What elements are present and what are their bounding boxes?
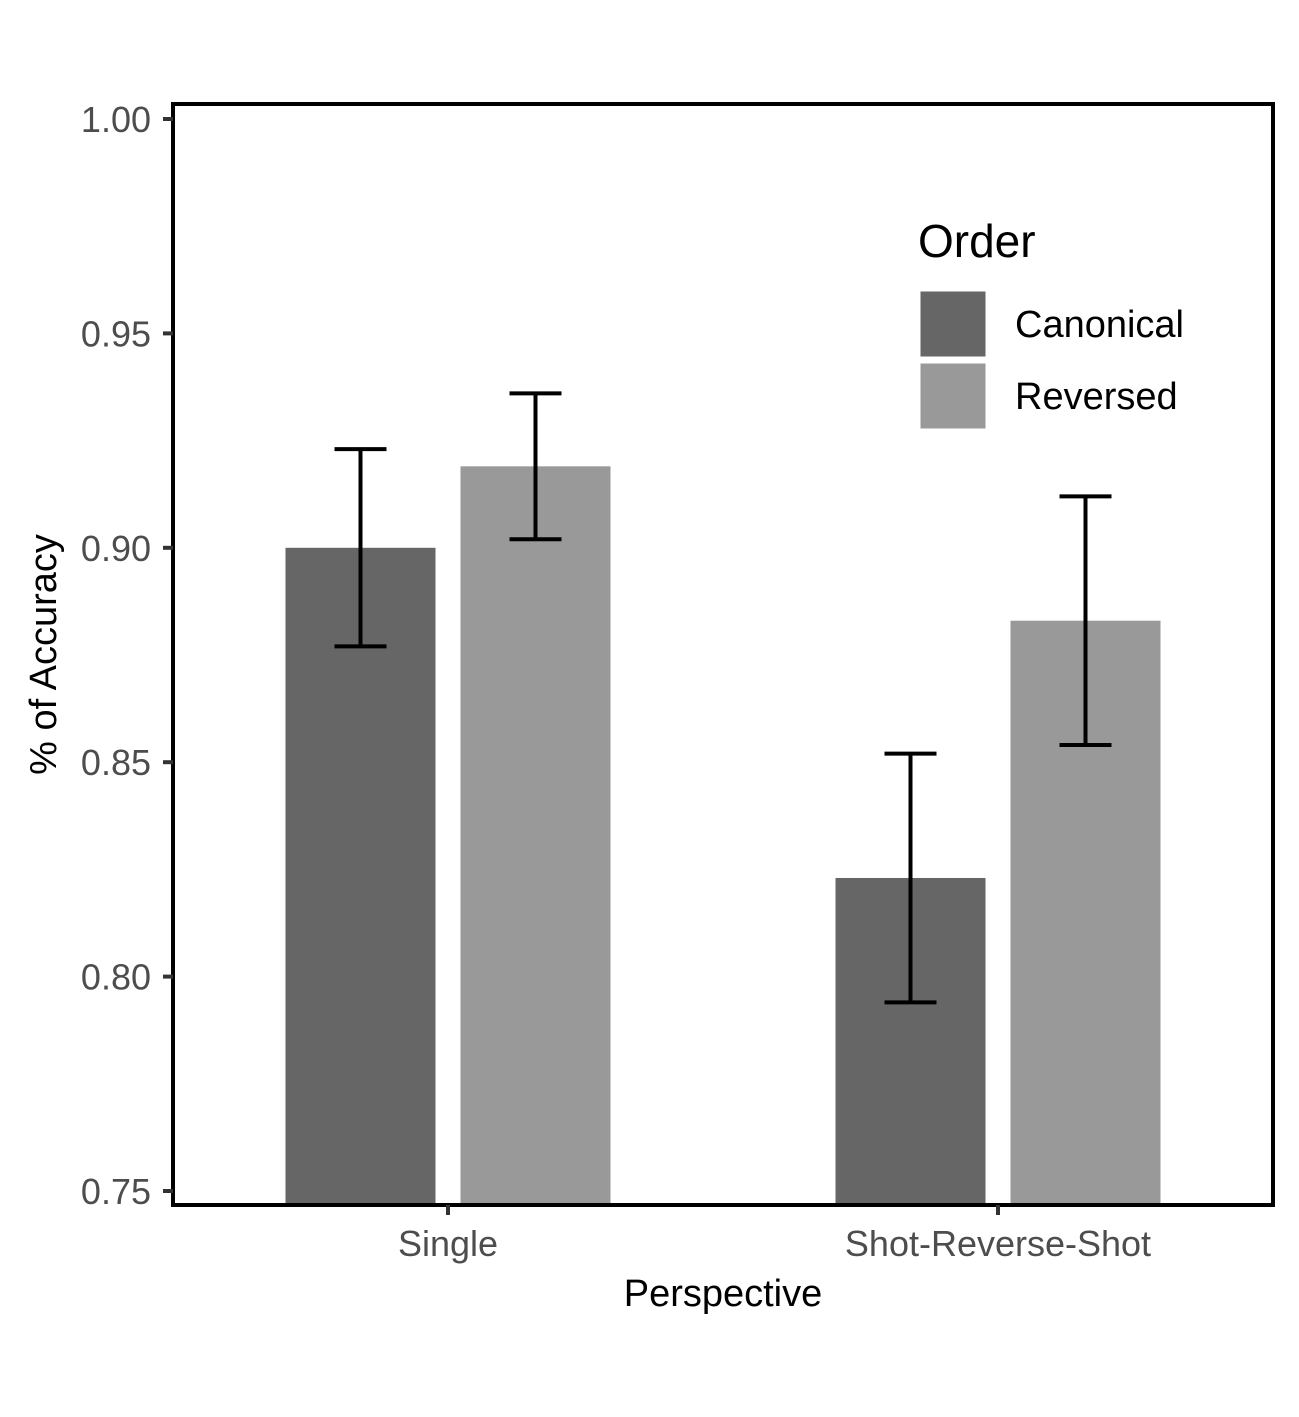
y-axis-title: % of Accuracy xyxy=(23,534,65,775)
legend: Order Canonical Reversed xyxy=(917,215,1184,432)
bar-canonical-0 xyxy=(285,547,436,1205)
x-tick-label: Shot-Reverse-Shot xyxy=(845,1223,1151,1264)
y-axis: 0.75 0.80 0.85 0.90 0.95 1.00 xyxy=(81,99,173,1212)
y-tick-label: 0.90 xyxy=(81,528,151,569)
legend-label-canonical: Canonical xyxy=(1015,304,1184,346)
x-tick-label: Single xyxy=(398,1223,498,1264)
legend-title: Order xyxy=(918,215,1036,267)
y-tick-label: 0.95 xyxy=(81,313,151,354)
error-bar-reversed-1 xyxy=(1059,494,1112,748)
bar-reversed-0 xyxy=(460,466,611,1205)
legend-label-reversed: Reversed xyxy=(1015,376,1178,418)
bars-layer xyxy=(285,466,1161,1205)
legend-key-reversed xyxy=(917,360,989,432)
y-tick-label: 0.75 xyxy=(81,1171,151,1212)
error-bars-layer xyxy=(334,391,1112,1005)
plot-panel-border xyxy=(171,102,1275,1207)
error-bar-canonical-1 xyxy=(884,751,937,1005)
y-tick-label: 0.85 xyxy=(81,742,151,783)
y-tick-label: 1.00 xyxy=(81,99,151,140)
x-axis: Single Shot-Reverse-Shot xyxy=(398,1205,1151,1264)
legend-key-canonical xyxy=(917,288,989,360)
error-bar-canonical-0 xyxy=(334,447,387,649)
x-axis-title: Perspective xyxy=(624,1273,823,1315)
y-tick-label: 0.80 xyxy=(81,957,151,998)
error-bar-reversed-0 xyxy=(509,391,562,542)
